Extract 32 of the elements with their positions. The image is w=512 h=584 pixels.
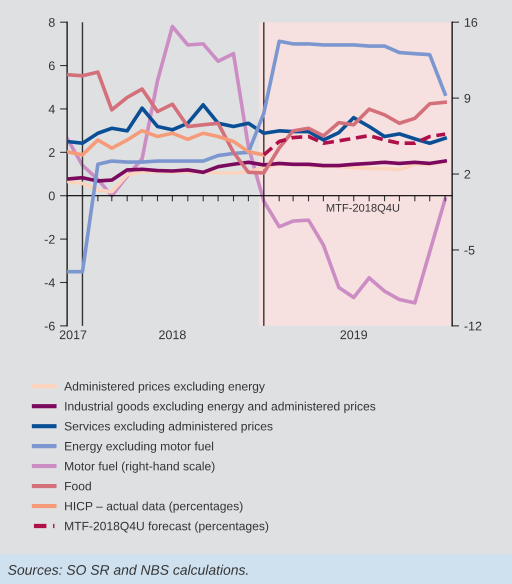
line-series	[67, 128, 266, 157]
source-note: Sources: SO SR and NBS calculations.	[8, 564, 248, 575]
y-tick-label: 6	[48, 61, 55, 70]
legend-label: Industrial goods excluding energy and administered prices	[65, 402, 376, 413]
legend-label: Motor fuel (right-hand scale)	[65, 462, 214, 473]
y-tick-label: -4	[44, 278, 55, 288]
y2-tick-label: -12	[464, 322, 482, 330]
y2-tick-label: 16	[464, 18, 478, 27]
legend-label: Administered prices excluding energy	[64, 382, 265, 393]
line-series	[67, 159, 447, 183]
y-tick-label: -6	[44, 322, 55, 331]
y2-tick-label: 9	[464, 94, 470, 103]
line-series	[67, 70, 447, 175]
legend-label: Services excluding administered prices	[64, 422, 273, 433]
legend-label: Energy excluding motor fuel	[65, 442, 214, 453]
y-tick-label: 8	[48, 18, 55, 27]
legend-label: MTF-2018Q4U forecast (percentages)	[65, 521, 268, 533]
y2-tick-label: -5	[464, 246, 474, 255]
y-tick-label: 0	[48, 192, 55, 200]
y-tick-label: -2	[44, 234, 55, 244]
line-series	[67, 103, 447, 146]
x-tick-label: 2019	[340, 330, 368, 340]
line-series	[262, 132, 447, 157]
y-tick-label: 4	[48, 104, 55, 114]
line-series	[67, 39, 447, 274]
y2-tick-label: 2	[464, 170, 470, 179]
band-label: MTF-2018Q4U	[326, 204, 400, 214]
legend-label: HICP – actual data (percentages)	[65, 502, 242, 513]
x-tick-label: 2018	[159, 330, 186, 340]
legend-label: Food	[65, 482, 91, 490]
x-tick-label: 2017	[60, 330, 86, 340]
y-tick-label: 2	[48, 148, 55, 157]
